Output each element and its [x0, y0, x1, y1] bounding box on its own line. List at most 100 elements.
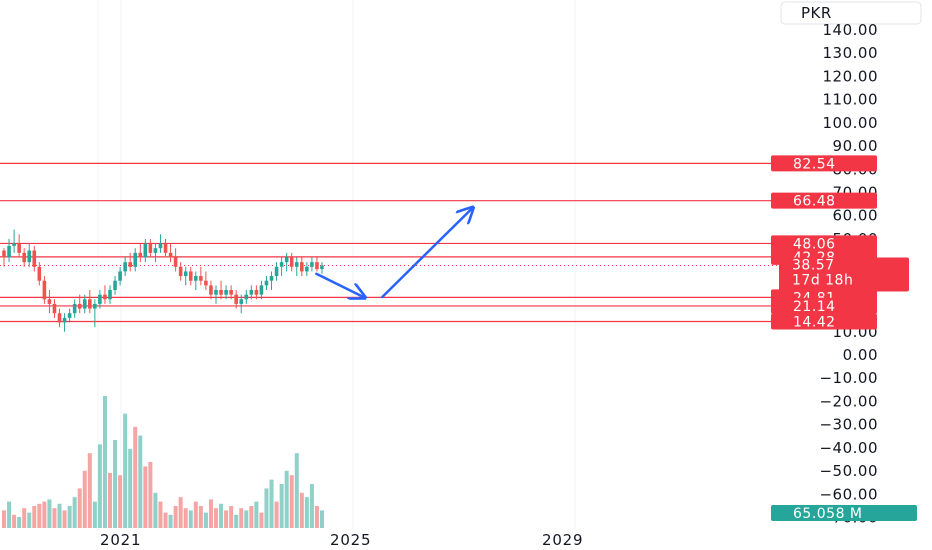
candle-body	[239, 299, 244, 304]
volume-bar	[259, 512, 264, 528]
candle-body	[77, 303, 82, 309]
volume-bar	[214, 508, 218, 528]
volume-bar	[97, 444, 102, 528]
candle-body	[62, 317, 67, 323]
candle-body	[264, 280, 269, 286]
volume-bar	[153, 492, 158, 528]
volume-bars	[2, 396, 324, 528]
candle-body	[67, 313, 72, 318]
volume-bar	[62, 510, 67, 528]
candle-body	[224, 290, 228, 295]
candle-body	[128, 262, 132, 267]
candle-body	[274, 266, 279, 277]
volume-badge-bg	[771, 505, 917, 521]
projection-arrow	[381, 209, 471, 299]
y-tick-label: 60.00	[833, 207, 878, 225]
candle-body	[305, 266, 309, 272]
y-tick-label: −30.00	[819, 416, 878, 434]
volume-bar	[92, 501, 97, 528]
y-tick-label: 120.00	[823, 67, 879, 85]
candle-body	[118, 271, 122, 281]
volume-bar	[113, 440, 118, 528]
level-badge-bg	[771, 297, 877, 314]
y-tick-label: 130.00	[823, 44, 879, 62]
volume-bar	[320, 510, 324, 528]
volume-bar	[42, 501, 47, 528]
currency-selector-button[interactable]	[780, 1, 922, 25]
volume-bar	[244, 510, 249, 528]
candle-body	[229, 290, 233, 295]
last-price-badge: 38.57 17d 18h	[779, 257, 909, 292]
volume-bar	[163, 512, 168, 528]
y-tick-label: 140.00	[823, 21, 879, 39]
x-tick-label: 2021	[100, 531, 141, 549]
candle-body	[133, 252, 138, 267]
volume-bar	[299, 492, 304, 528]
level-lines[interactable]	[0, 162, 779, 323]
volume-bar	[12, 514, 17, 528]
candle-body	[300, 262, 304, 272]
x-tick-label: 2025	[330, 531, 371, 549]
time-axis[interactable]: 2021 2025 2029	[0, 530, 779, 550]
volume-bar	[47, 499, 52, 528]
candle-body	[163, 243, 168, 253]
x-tick-label: 2029	[542, 531, 583, 549]
candle-body	[72, 303, 77, 314]
candle-body	[284, 257, 289, 263]
volume-bar	[264, 488, 269, 528]
candle-body	[2, 250, 6, 258]
candle-body	[12, 243, 16, 246]
projection-arrows[interactable]	[315, 209, 471, 299]
volume-bar	[203, 512, 208, 528]
volume-bar	[37, 503, 42, 528]
volume-bar	[289, 475, 294, 528]
volume-bar	[304, 497, 309, 528]
level-badge-bg	[771, 192, 877, 209]
volume-bar	[102, 396, 107, 528]
volume-bar	[249, 506, 254, 528]
volume-bar	[148, 462, 153, 528]
y-tick-label: −50.00	[819, 462, 878, 480]
volume-badge: 65.058 M	[771, 505, 917, 522]
volume-bar	[22, 508, 27, 528]
volume-bar	[108, 473, 112, 528]
candle-body	[234, 294, 238, 304]
candle-body	[7, 245, 11, 258]
volume-bar	[269, 479, 274, 528]
volume-bar	[239, 508, 244, 528]
candle-body	[214, 290, 218, 295]
volume-bar	[138, 435, 143, 528]
volume-bar	[17, 517, 22, 528]
candle-body	[123, 262, 127, 272]
y-tick-label: 100.00	[823, 114, 879, 132]
price-axis[interactable]: PKR 140.00 130.00 120.00 110.00 100.00 90.008…	[771, 0, 932, 550]
volume-bar	[183, 508, 188, 528]
projection-arrow	[315, 272, 363, 297]
volume-bar	[32, 506, 37, 528]
volume-bar	[219, 503, 224, 528]
candle-body	[209, 285, 213, 295]
y-tick-label: −40.00	[819, 439, 878, 457]
candle-body	[168, 252, 173, 258]
volume-bar	[284, 470, 289, 528]
candle-body	[289, 257, 294, 267]
candle-body	[204, 280, 208, 286]
volume-bar	[118, 475, 123, 528]
candle-body	[153, 248, 158, 253]
level-badge-label: 48.06	[793, 236, 836, 252]
volume-bar	[279, 484, 284, 528]
y-tick-label: 0.00	[843, 346, 878, 364]
last-price-badge-bg	[779, 257, 909, 292]
candle-body	[52, 303, 57, 314]
volume-bar	[27, 512, 32, 528]
candle-body	[310, 262, 314, 267]
candle-body	[93, 303, 97, 309]
candle-body	[294, 262, 299, 267]
candle-body	[199, 276, 203, 281]
volume-bar	[77, 488, 82, 528]
volume-bar	[133, 426, 138, 528]
volume-bar	[67, 506, 72, 528]
volume-bar	[123, 413, 128, 528]
